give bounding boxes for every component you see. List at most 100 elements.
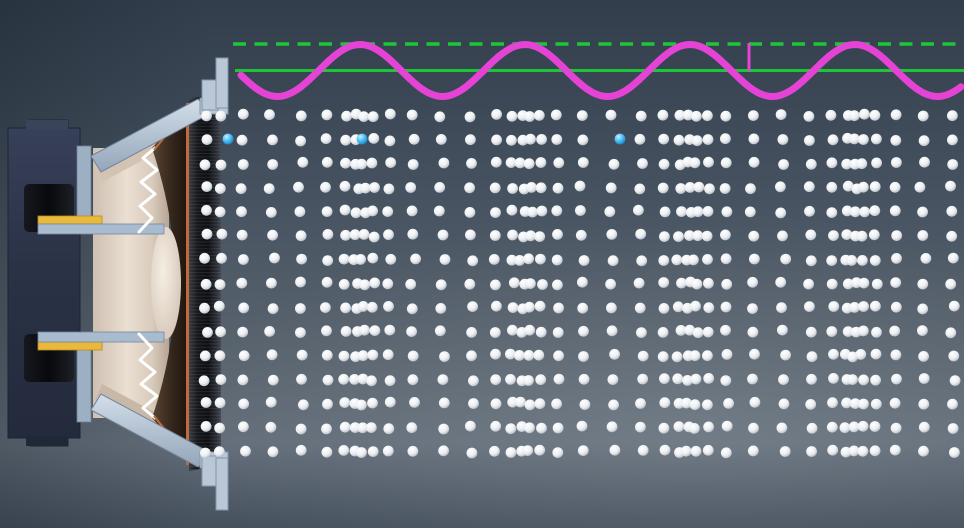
air-particle	[606, 229, 618, 240]
frame-bar	[37, 223, 165, 235]
air-particle	[702, 254, 713, 265]
air-particle	[826, 207, 838, 219]
air-particle	[918, 351, 929, 362]
air-particle	[659, 231, 670, 243]
air-particle	[437, 374, 449, 385]
air-particle	[489, 230, 501, 241]
air-particle	[238, 350, 250, 362]
air-particle	[658, 277, 670, 288]
air-particle	[778, 398, 790, 410]
air-particle	[438, 397, 450, 409]
air-particle	[384, 375, 396, 387]
air-particle	[870, 300, 881, 312]
air-particle	[237, 374, 249, 386]
air-particle	[747, 276, 758, 288]
air-particle	[382, 349, 394, 361]
air-particle	[657, 182, 669, 194]
air-particle	[578, 325, 589, 337]
air-particle	[841, 205, 853, 217]
air-particle	[856, 158, 868, 170]
air-particle	[349, 374, 360, 385]
air-particle	[506, 204, 518, 216]
air-particle	[508, 277, 520, 289]
air-particle	[634, 302, 646, 314]
air-particle	[803, 278, 814, 290]
air-particle	[869, 109, 881, 121]
air-particle	[357, 422, 369, 434]
air-particle	[339, 421, 351, 433]
air-particle	[720, 301, 732, 313]
air-particle	[869, 181, 881, 193]
air-particle	[534, 300, 546, 312]
air-particle	[659, 444, 671, 456]
air-particle	[265, 207, 277, 218]
air-particle	[322, 398, 333, 410]
air-particle	[635, 398, 646, 409]
air-particle	[635, 228, 647, 240]
air-particle	[551, 254, 563, 266]
voice-coil	[37, 341, 103, 351]
air-particle	[214, 397, 226, 409]
air-particle	[263, 183, 275, 195]
air-particle	[240, 445, 251, 457]
air-particle	[777, 230, 788, 242]
air-particle	[869, 255, 881, 266]
air-particle	[945, 180, 956, 192]
air-particle	[692, 230, 704, 242]
air-particle	[917, 325, 928, 336]
air-particle	[507, 324, 518, 336]
cone-cut-dark	[152, 148, 190, 418]
air-particle	[238, 302, 250, 314]
voice-coil	[37, 215, 103, 225]
air-particle	[634, 183, 646, 195]
air-particle	[385, 157, 397, 169]
air-particle	[507, 183, 518, 194]
air-particle	[690, 300, 701, 312]
air-particle	[890, 349, 902, 361]
air-particle	[917, 110, 929, 122]
air-particle	[522, 445, 534, 456]
air-particle	[200, 397, 212, 408]
air-particle	[552, 229, 563, 240]
air-particle	[201, 110, 212, 122]
air-particle	[842, 278, 854, 290]
air-particle	[828, 348, 839, 360]
air-particle	[871, 326, 882, 338]
air-particle	[365, 422, 377, 433]
air-particle	[945, 327, 957, 339]
air-particle	[265, 421, 277, 433]
air-particle	[406, 205, 418, 217]
air-particle	[775, 207, 787, 219]
air-particle	[777, 134, 789, 145]
air-particle	[637, 445, 649, 456]
air-particle	[748, 110, 759, 121]
air-particle	[382, 445, 394, 457]
air-particle	[946, 205, 958, 217]
air-particle	[236, 206, 247, 218]
air-particle	[406, 422, 418, 434]
air-particle	[748, 156, 760, 168]
air-particle	[721, 349, 733, 360]
air-particle	[368, 133, 380, 144]
air-particle	[553, 350, 564, 362]
air-particle	[214, 206, 226, 218]
air-particle	[320, 302, 331, 313]
air-particle	[533, 349, 545, 361]
air-particle	[657, 351, 669, 363]
air-particle	[295, 135, 306, 147]
air-particle	[405, 278, 417, 290]
air-particle	[507, 229, 518, 241]
air-particle	[825, 109, 837, 121]
air-particle	[357, 301, 369, 312]
air-particle	[947, 110, 958, 122]
air-particle	[575, 205, 586, 216]
air-particle	[367, 205, 378, 217]
air-particle	[467, 301, 478, 312]
air-particle	[215, 374, 227, 385]
air-particle	[406, 109, 418, 121]
air-particle	[869, 445, 881, 457]
air-particle	[676, 206, 687, 218]
air-particle	[468, 398, 479, 409]
air-particle	[858, 181, 869, 193]
air-particle	[744, 206, 756, 218]
